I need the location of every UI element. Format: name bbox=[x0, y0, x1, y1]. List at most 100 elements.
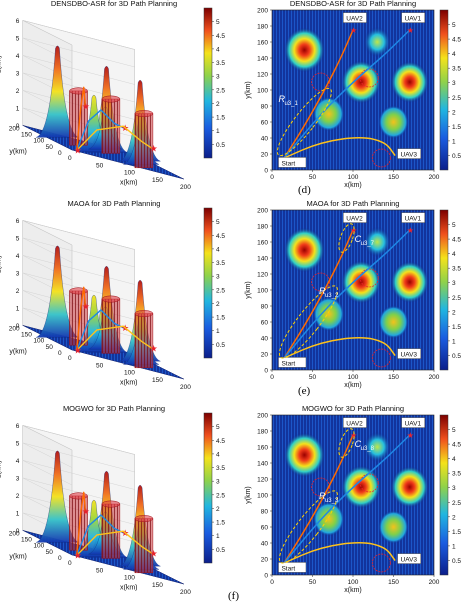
surface-4-xaxis-tick: 100 bbox=[124, 575, 135, 582]
heatmap-3-target-star: ★ bbox=[350, 226, 357, 235]
surface-0-grid bbox=[22, 20, 135, 50]
surface-0-threat-cap bbox=[134, 110, 154, 118]
heatmap-3-yaxis-tick: 140 bbox=[257, 256, 268, 263]
heatmap-1-xaxis-tick: 200 bbox=[429, 174, 440, 181]
heatmap-1-terrain-peak bbox=[390, 61, 429, 103]
heatmap-5: MOGWO for 3D Path Planning ★ ★ UAV2 UAV1 UAV3… bbox=[245, 404, 461, 594]
surface-4-zaxis-tick: 4 bbox=[16, 458, 20, 465]
heatmap-1-yaxis-tick: 0 bbox=[264, 168, 268, 175]
heatmap-3-colorbar-label: 1.5 bbox=[452, 324, 461, 331]
surface-2-path-uav1 bbox=[76, 309, 125, 351]
heatmap-5-yaxis-tick: 160 bbox=[257, 445, 268, 452]
heatmap-3-colorbar-label: 1 bbox=[452, 338, 456, 345]
heatmap-3-path-uav3 bbox=[283, 337, 396, 359]
surface-4-yaxis-tick: 200 bbox=[9, 530, 20, 537]
surface-4-zaxis-tick: 3 bbox=[16, 475, 20, 482]
surface-4-colorbar-label: 2.5 bbox=[216, 492, 225, 499]
heatmap-3-terrain-peak bbox=[390, 261, 429, 303]
subfigure-label-e: (e) bbox=[298, 385, 311, 397]
heatmap-1-colorbar-label: 1.5 bbox=[452, 124, 461, 131]
surface-2-xaxis-tick: 0 bbox=[68, 355, 72, 362]
surface-2-yaxis-tick: 100 bbox=[33, 338, 44, 345]
surface-0-yaxis-label: y(km) bbox=[9, 149, 27, 156]
heatmap-3-threat-zone bbox=[359, 268, 379, 288]
surface-0-zaxis-tick: 3 bbox=[16, 70, 20, 77]
surface-0-colorbar-label: 4.5 bbox=[216, 33, 225, 40]
surface-2-threat-cylinder bbox=[134, 313, 154, 369]
heatmap-1-label-box bbox=[278, 157, 307, 168]
surface-4-zaxis-label: z(km) bbox=[0, 460, 3, 478]
surface-2-xaxis-tick: 150 bbox=[152, 377, 163, 384]
heatmap-1-yaxis-tick: 140 bbox=[257, 56, 268, 63]
surface-2-threat-cap bbox=[134, 310, 154, 318]
heatmap-3-xaxis-tick: 100 bbox=[348, 374, 359, 381]
heatmap-3-path-uav2 bbox=[283, 229, 354, 359]
heatmap-1-annotation-label: R bbox=[278, 94, 285, 104]
surface-4: MOGWO for 3D Path Planning★★★★0123456z(k… bbox=[0, 404, 225, 596]
heatmap-5-colorbar bbox=[439, 414, 449, 576]
heatmap-3-terrain-peak bbox=[283, 227, 325, 273]
heatmap-3-label-uav1: UAV1 bbox=[405, 216, 422, 223]
heatmap-5-yaxis-tick: 60 bbox=[261, 525, 269, 532]
surface-0-zaxis-tick: 1 bbox=[16, 105, 20, 112]
heatmap-3-annotation-label: R bbox=[319, 286, 326, 296]
heatmap-5-xaxis-tick: 50 bbox=[309, 579, 317, 586]
surface-0-target-star: ★ bbox=[150, 144, 158, 154]
heatmap-5-xaxis-tick: 0 bbox=[270, 579, 274, 586]
subfigure-label-d: (d) bbox=[298, 184, 311, 196]
heatmap-3-colorbar-label: 2 bbox=[452, 309, 456, 316]
surface-2-xaxis-tick: 100 bbox=[124, 370, 135, 377]
heatmap-5-terrain-peak bbox=[313, 501, 345, 537]
heatmap-5-annotation-ellipse bbox=[338, 428, 355, 458]
surface-0-colorbar-label: 2.5 bbox=[216, 87, 225, 94]
heatmap-3-colorbar-label: 4 bbox=[452, 251, 456, 258]
heatmap-5-title: MOGWO for 3D Path Planning bbox=[302, 404, 404, 413]
surface-2-zaxis-tick: 2 bbox=[16, 288, 20, 295]
heatmap-3-colorbar-label: 3 bbox=[452, 280, 456, 287]
heatmap-3-target-star: ★ bbox=[407, 226, 414, 235]
heatmap-1-yaxis-tick: 120 bbox=[257, 72, 268, 79]
heatmap-3-colorbar-label: 2.5 bbox=[452, 295, 461, 302]
heatmap-5-colorbar-label: 1.5 bbox=[452, 529, 461, 536]
heatmap-1-yaxis-tick: 20 bbox=[261, 152, 269, 159]
heatmap-5-target-star: ★ bbox=[350, 431, 357, 440]
heatmap-3-label-box bbox=[343, 212, 367, 223]
surface-2-threat-cylinder bbox=[101, 298, 121, 354]
heatmap-3-terrain-peak bbox=[341, 260, 381, 304]
heatmap-5-yaxis-tick: 120 bbox=[257, 477, 268, 484]
heatmap-5-target-star: ★ bbox=[407, 431, 414, 440]
heatmap-1-colorbar-label: 3 bbox=[452, 80, 456, 87]
heatmap-3-yaxis-tick: 100 bbox=[257, 288, 268, 295]
heatmap-1-colorbar-label: 0.5 bbox=[452, 153, 461, 160]
surface-2-yaxis-label: y(km) bbox=[9, 349, 27, 356]
surface-4-colorbar-label: 1 bbox=[216, 533, 220, 540]
heatmap-3-label-start: Start bbox=[281, 360, 295, 367]
heatmap-3-yaxis-tick: 60 bbox=[261, 320, 269, 327]
heatmap-1-title: DENSDBO-ASR for 3D Path Planning bbox=[290, 0, 416, 8]
heatmap-5-yaxis-label: y(km) bbox=[245, 486, 252, 504]
surface-2-zaxis-tick: 3 bbox=[16, 270, 20, 277]
heatmap-1-xaxis-tick: 100 bbox=[348, 174, 359, 181]
heatmap-1-yaxis-tick: 80 bbox=[261, 104, 269, 111]
heatmap-5-yaxis-tick: 200 bbox=[257, 413, 268, 420]
heatmap-1-yaxis-tick: 60 bbox=[261, 120, 269, 127]
heatmap-3: MAOA for 3D Path Planning ★ ★ UAV2 UAV1 UAV3 S… bbox=[245, 199, 461, 389]
heatmap-1-annotation-subscript: u3_1 bbox=[284, 101, 298, 107]
surface-0-yaxis-tick: 100 bbox=[33, 138, 44, 145]
heatmap-3-annotation-label: C bbox=[355, 234, 362, 244]
heatmap-3-colorbar-label: 0.5 bbox=[452, 353, 461, 360]
heatmap-1-threat-zone bbox=[359, 68, 379, 88]
surface-4-xaxis-tick: 150 bbox=[152, 582, 163, 589]
heatmap-3-threat-zone bbox=[311, 272, 331, 292]
surface-2-path-uav2 bbox=[76, 286, 86, 351]
heatmap-5-terrain-peak bbox=[378, 510, 409, 544]
surface-2-xaxis-tick: 50 bbox=[96, 362, 104, 369]
surface-2-zaxis-tick: 1 bbox=[16, 305, 20, 312]
surface-4-zaxis-tick: 1 bbox=[16, 510, 20, 517]
surface-0-colorbar-label: 4 bbox=[216, 46, 220, 53]
surface-2-target-star: ★ bbox=[150, 344, 158, 354]
surface-2-yaxis-tick: 200 bbox=[9, 325, 20, 332]
surface-4-path-uav1 bbox=[76, 514, 125, 556]
surface-2-colorbar-label: 1 bbox=[216, 328, 220, 335]
surface-4-threat-cap bbox=[134, 515, 154, 523]
